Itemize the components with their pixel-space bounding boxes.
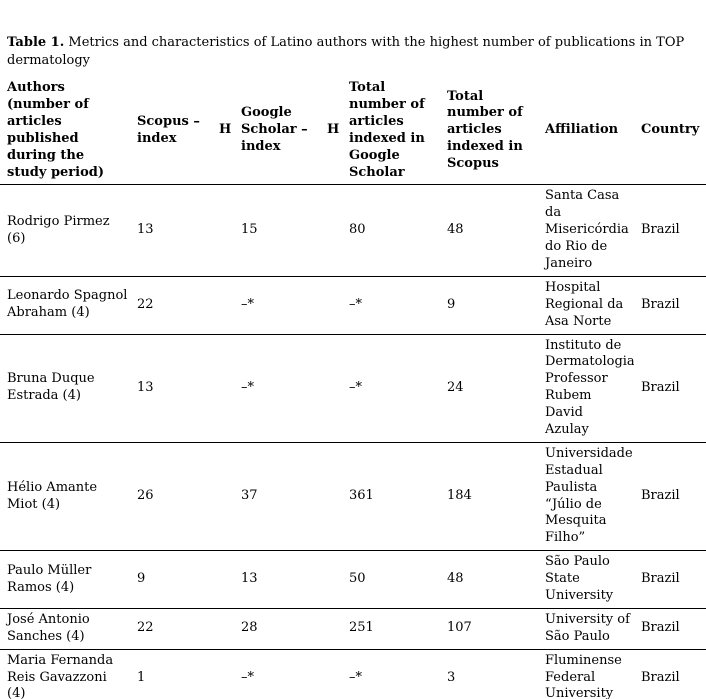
table-row: Rodrigo Pirmez (6) 13 15 80 48 Santa Cas… (0, 184, 706, 277)
cell-h-empty (320, 276, 342, 335)
cell-scopus-h-index: 22 (130, 608, 212, 650)
cell-affiliation: Fluminense Federal University (538, 649, 634, 699)
column-header-h1: H (212, 77, 234, 186)
table-caption: Table 1. Metrics and characteristics of … (7, 34, 701, 69)
cell-country: Brazil (634, 334, 706, 443)
cell-affiliation: Santa Casa da Misericórdia do Rio de Jan… (538, 184, 634, 277)
cell-author: Bruna Duque Estrada (4) (0, 334, 130, 443)
cell-h-empty (212, 276, 234, 335)
cell-author: Maria Fernanda Reis Gavazzoni (4) (0, 649, 130, 699)
cell-h-empty (320, 550, 342, 609)
cell-total-google-scholar: –* (342, 276, 440, 335)
cell-h-empty (212, 608, 234, 650)
cell-author: Paulo Müller Ramos (4) (0, 550, 130, 609)
cell-affiliation: Instituto de Dermatologia Professor Rube… (538, 334, 634, 443)
cell-h-empty (212, 550, 234, 609)
column-header-authors: Authors (number of articles published du… (0, 77, 130, 186)
cell-country: Brazil (634, 608, 706, 650)
cell-h-empty (320, 608, 342, 650)
cell-affiliation: Hospital Regional da Asa Norte (538, 276, 634, 335)
cell-scopus-h-index: 9 (130, 550, 212, 609)
metrics-table: Authors (number of articles published du… (0, 77, 706, 699)
table-row: Leonardo Spagnol Abraham (4) 22 –* –* 9 … (0, 276, 706, 335)
cell-country: Brazil (634, 649, 706, 699)
cell-total-scopus: 24 (440, 334, 538, 443)
cell-total-google-scholar: –* (342, 334, 440, 443)
cell-total-scopus: 48 (440, 550, 538, 609)
cell-total-scopus: 107 (440, 608, 538, 650)
table-caption-label: Table 1. (7, 35, 65, 50)
header-row: Authors (number of articles published du… (0, 77, 706, 186)
column-header-scopus-index: Scopus –index (130, 77, 212, 186)
cell-google-scholar-h-index: –* (234, 334, 320, 443)
cell-google-scholar-h-index: 28 (234, 608, 320, 650)
table-row: José Antonio Sanches (4) 22 28 251 107 U… (0, 608, 706, 650)
cell-scopus-h-index: 26 (130, 442, 212, 552)
column-header-country: Country (634, 77, 706, 186)
column-header-total-scopus: Total number of articles indexed in Scop… (440, 77, 538, 186)
cell-total-scopus: 3 (440, 649, 538, 699)
table-row: Paulo Müller Ramos (4) 9 13 50 48 São Pa… (0, 550, 706, 609)
table-caption-text: Metrics and characteristics of Latino au… (7, 35, 685, 68)
column-header-affiliation: Affiliation (538, 77, 634, 186)
cell-total-google-scholar: –* (342, 649, 440, 699)
cell-author: José Antonio Sanches (4) (0, 608, 130, 650)
table-row: Bruna Duque Estrada (4) 13 –* –* 24 Inst… (0, 334, 706, 443)
cell-total-scopus: 48 (440, 184, 538, 277)
cell-scopus-h-index: 13 (130, 184, 212, 277)
cell-google-scholar-h-index: –* (234, 649, 320, 699)
cell-google-scholar-h-index: 15 (234, 184, 320, 277)
cell-country: Brazil (634, 276, 706, 335)
cell-scopus-h-index: 13 (130, 334, 212, 443)
cell-country: Brazil (634, 442, 706, 552)
cell-scopus-h-index: 22 (130, 276, 212, 335)
cell-h-empty (320, 442, 342, 552)
cell-affiliation: University of São Paulo (538, 608, 634, 650)
cell-total-google-scholar: 50 (342, 550, 440, 609)
cell-total-scopus: 9 (440, 276, 538, 335)
column-header-google-scholar-index: Google Scholar –index (234, 77, 320, 186)
cell-total-google-scholar: 80 (342, 184, 440, 277)
cell-google-scholar-h-index: –* (234, 276, 320, 335)
cell-h-empty (212, 184, 234, 277)
cell-total-scopus: 184 (440, 442, 538, 552)
cell-country: Brazil (634, 550, 706, 609)
cell-h-empty (212, 334, 234, 443)
cell-affiliation: Universidade Estadual Paulista “Júlio de… (538, 442, 634, 552)
cell-total-google-scholar: 251 (342, 608, 440, 650)
column-header-total-google-scholar: Total number of articles indexed in Goog… (342, 77, 440, 186)
table-row: Maria Fernanda Reis Gavazzoni (4) 1 –* –… (0, 649, 706, 699)
cell-country: Brazil (634, 184, 706, 277)
cell-h-empty (320, 334, 342, 443)
cell-google-scholar-h-index: 13 (234, 550, 320, 609)
cell-total-google-scholar: 361 (342, 442, 440, 552)
cell-affiliation: São Paulo State University (538, 550, 634, 609)
cell-h-empty (212, 649, 234, 699)
cell-h-empty (320, 184, 342, 277)
cell-author: Rodrigo Pirmez (6) (0, 184, 130, 277)
cell-h-empty (320, 649, 342, 699)
column-header-h2: H (320, 77, 342, 186)
cell-author: Hélio Amante Miot (4) (0, 442, 130, 552)
table-row: Hélio Amante Miot (4) 26 37 361 184 Univ… (0, 442, 706, 552)
cell-h-empty (212, 442, 234, 552)
cell-google-scholar-h-index: 37 (234, 442, 320, 552)
cell-author: Leonardo Spagnol Abraham (4) (0, 276, 130, 335)
cell-scopus-h-index: 1 (130, 649, 212, 699)
